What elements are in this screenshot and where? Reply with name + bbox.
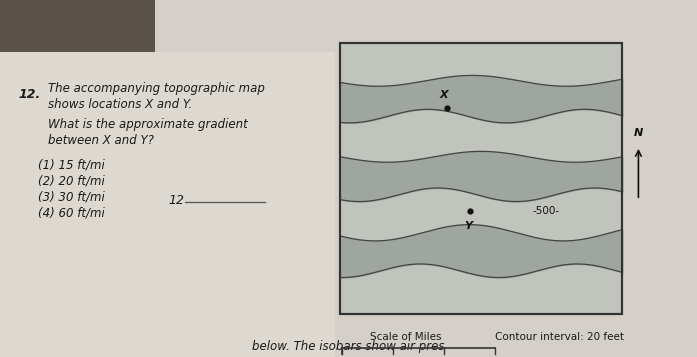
Text: below. The isobars show air pres: below. The isobars show air pres — [252, 340, 445, 353]
Text: 12: 12 — [168, 194, 184, 207]
Text: (4) 60 ft/mi: (4) 60 ft/mi — [38, 206, 105, 219]
Text: The accompanying topographic map: The accompanying topographic map — [48, 82, 265, 95]
Text: shows locations X and Y.: shows locations X and Y. — [48, 98, 192, 111]
Text: (3) 30 ft/mi: (3) 30 ft/mi — [38, 190, 105, 203]
Bar — [340, 43, 622, 314]
Text: Scale of Miles: Scale of Miles — [370, 332, 442, 342]
Text: between X and Y?: between X and Y? — [48, 134, 154, 147]
Text: X: X — [439, 90, 447, 100]
Text: (2) 20 ft/mi: (2) 20 ft/mi — [38, 174, 105, 187]
Text: N: N — [634, 128, 643, 138]
Text: What is the approximate gradient: What is the approximate gradient — [48, 118, 247, 131]
Bar — [0, 0, 155, 52]
Text: 12.: 12. — [18, 88, 40, 101]
Text: -500-: -500- — [532, 206, 559, 216]
Text: Contour interval: 20 feet: Contour interval: 20 feet — [496, 332, 625, 342]
Text: (1) 15 ft/mi: (1) 15 ft/mi — [38, 158, 105, 171]
Text: Y: Y — [464, 221, 472, 231]
Bar — [340, 43, 622, 314]
Bar — [0, 52, 335, 357]
